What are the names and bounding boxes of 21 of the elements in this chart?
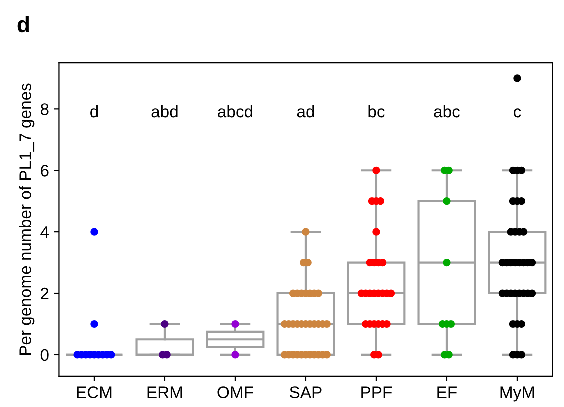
y-tick-label: 8 bbox=[40, 104, 49, 116]
x-tick-label: EF bbox=[438, 386, 457, 398]
x-tick-label: MyM bbox=[500, 386, 534, 402]
annotation: abd bbox=[152, 105, 178, 118]
annotation: bc bbox=[368, 105, 385, 118]
annotation: abc bbox=[434, 105, 460, 118]
annotation: c bbox=[514, 108, 522, 118]
annotation: abcd bbox=[218, 105, 252, 118]
y-tick-label: 2 bbox=[41, 288, 49, 300]
y-tick-label: 4 bbox=[40, 226, 50, 238]
annotation: ad bbox=[297, 105, 314, 118]
y-axis-title: Per genome number of PL1_7 genes bbox=[19, 84, 35, 356]
x-tick-label: ECM bbox=[77, 386, 112, 398]
text: d bbox=[90, 105, 98, 118]
x-tick-label: OMF bbox=[218, 386, 254, 398]
x-tick-label: ERM bbox=[148, 386, 182, 398]
text: d bbox=[18, 16, 30, 33]
y-tick-label: 6 bbox=[41, 165, 49, 177]
x-tick-label: SAP bbox=[290, 386, 322, 398]
y-tick-label: 0 bbox=[40, 349, 49, 362]
x-tick-label: PPF bbox=[362, 386, 392, 398]
